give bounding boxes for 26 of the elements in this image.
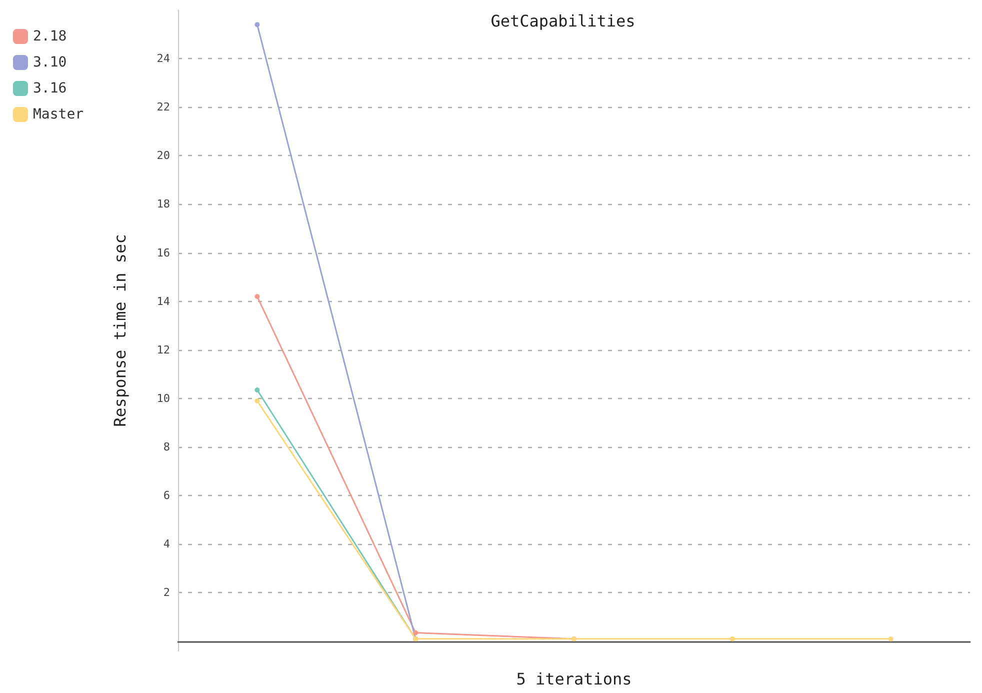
point (254, 398, 260, 404)
chart-title: GetCapabilities (490, 12, 636, 30)
legend-label: 3.10 (33, 54, 67, 70)
y-axis-title: Response time in sec (110, 234, 130, 427)
y-tick-label: 12 (156, 343, 170, 356)
y-tick-label: 14 (156, 294, 170, 308)
y-tick-label: 10 (156, 392, 170, 405)
point (413, 630, 418, 636)
point (730, 636, 735, 642)
point (254, 387, 260, 392)
y-tick-label: 4 (163, 538, 170, 551)
point (254, 294, 260, 300)
y-tick-label: 2 (163, 586, 170, 600)
legend-label: 3.16 (33, 80, 67, 96)
y-tick-label: 24 (156, 52, 170, 66)
x-axis-title: 5 iterations (516, 670, 632, 688)
legend-label: 2.18 (33, 28, 67, 44)
y-tick-label: 22 (156, 100, 170, 114)
legend-label: Master (33, 106, 84, 122)
y-tick-label: 8 (163, 440, 170, 454)
y-tick-label: 18 (156, 198, 170, 211)
point (888, 636, 894, 642)
y-tick-label: 20 (156, 149, 170, 162)
y-tick-label: 6 (163, 489, 170, 502)
point (254, 22, 260, 28)
y-tick-label: 16 (156, 246, 170, 260)
